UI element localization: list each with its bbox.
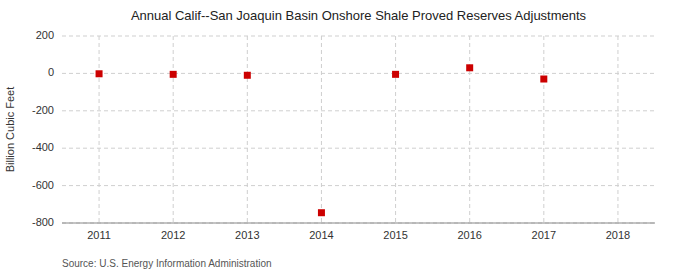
plot-area bbox=[62, 36, 655, 223]
x-grid-line bbox=[173, 36, 174, 223]
point bbox=[244, 72, 251, 79]
x-tick-label: 2017 bbox=[532, 229, 556, 241]
x-tick-label: 2013 bbox=[235, 229, 259, 241]
y-grid-line bbox=[62, 148, 655, 149]
x-grid-line bbox=[321, 36, 322, 223]
point bbox=[96, 70, 103, 77]
x-grid-line bbox=[617, 36, 618, 223]
x-grid-line bbox=[543, 36, 544, 223]
x-tick-label: 2012 bbox=[161, 229, 185, 241]
y-tick-label: 0 bbox=[48, 66, 54, 78]
y-grid-line bbox=[62, 36, 655, 37]
point bbox=[392, 71, 399, 78]
y-tick-label: -800 bbox=[32, 216, 54, 228]
y-tick-label: -200 bbox=[32, 104, 54, 116]
x-tick-label: 2018 bbox=[606, 229, 630, 241]
grid bbox=[62, 36, 655, 223]
points bbox=[96, 64, 548, 216]
x-tick-label: 2011 bbox=[87, 229, 111, 241]
x-grid-line bbox=[99, 36, 100, 223]
point bbox=[318, 209, 325, 216]
y-tick-label: -600 bbox=[32, 179, 54, 191]
x-tick-label: 2014 bbox=[309, 229, 333, 241]
x-grid-line bbox=[395, 36, 396, 223]
title: Annual Calif--San Joaquin Basin Onshore … bbox=[131, 8, 587, 23]
y-grid-line bbox=[62, 110, 655, 111]
point bbox=[540, 76, 547, 83]
y-grid-line bbox=[62, 185, 655, 186]
y-tick-label: 200 bbox=[36, 29, 54, 41]
x-tick-label: 2016 bbox=[457, 229, 481, 241]
y-axis-label: Billion Cubic Feet bbox=[4, 87, 16, 173]
point bbox=[170, 71, 177, 78]
source-note: Source: U.S. Energy Information Administ… bbox=[62, 258, 272, 269]
point bbox=[466, 64, 473, 71]
x-axis-line bbox=[62, 223, 655, 224]
x-grid-line bbox=[469, 36, 470, 223]
chart: -800 -600 -400 -200 0 200 2011 2012 2013 2014 2015… bbox=[0, 0, 675, 275]
x-grid-line bbox=[247, 36, 248, 223]
y-grid-line bbox=[62, 73, 655, 74]
y-tick-label: -400 bbox=[32, 141, 54, 153]
y-grid-line bbox=[62, 223, 655, 224]
x-tick-label: 2015 bbox=[383, 229, 407, 241]
